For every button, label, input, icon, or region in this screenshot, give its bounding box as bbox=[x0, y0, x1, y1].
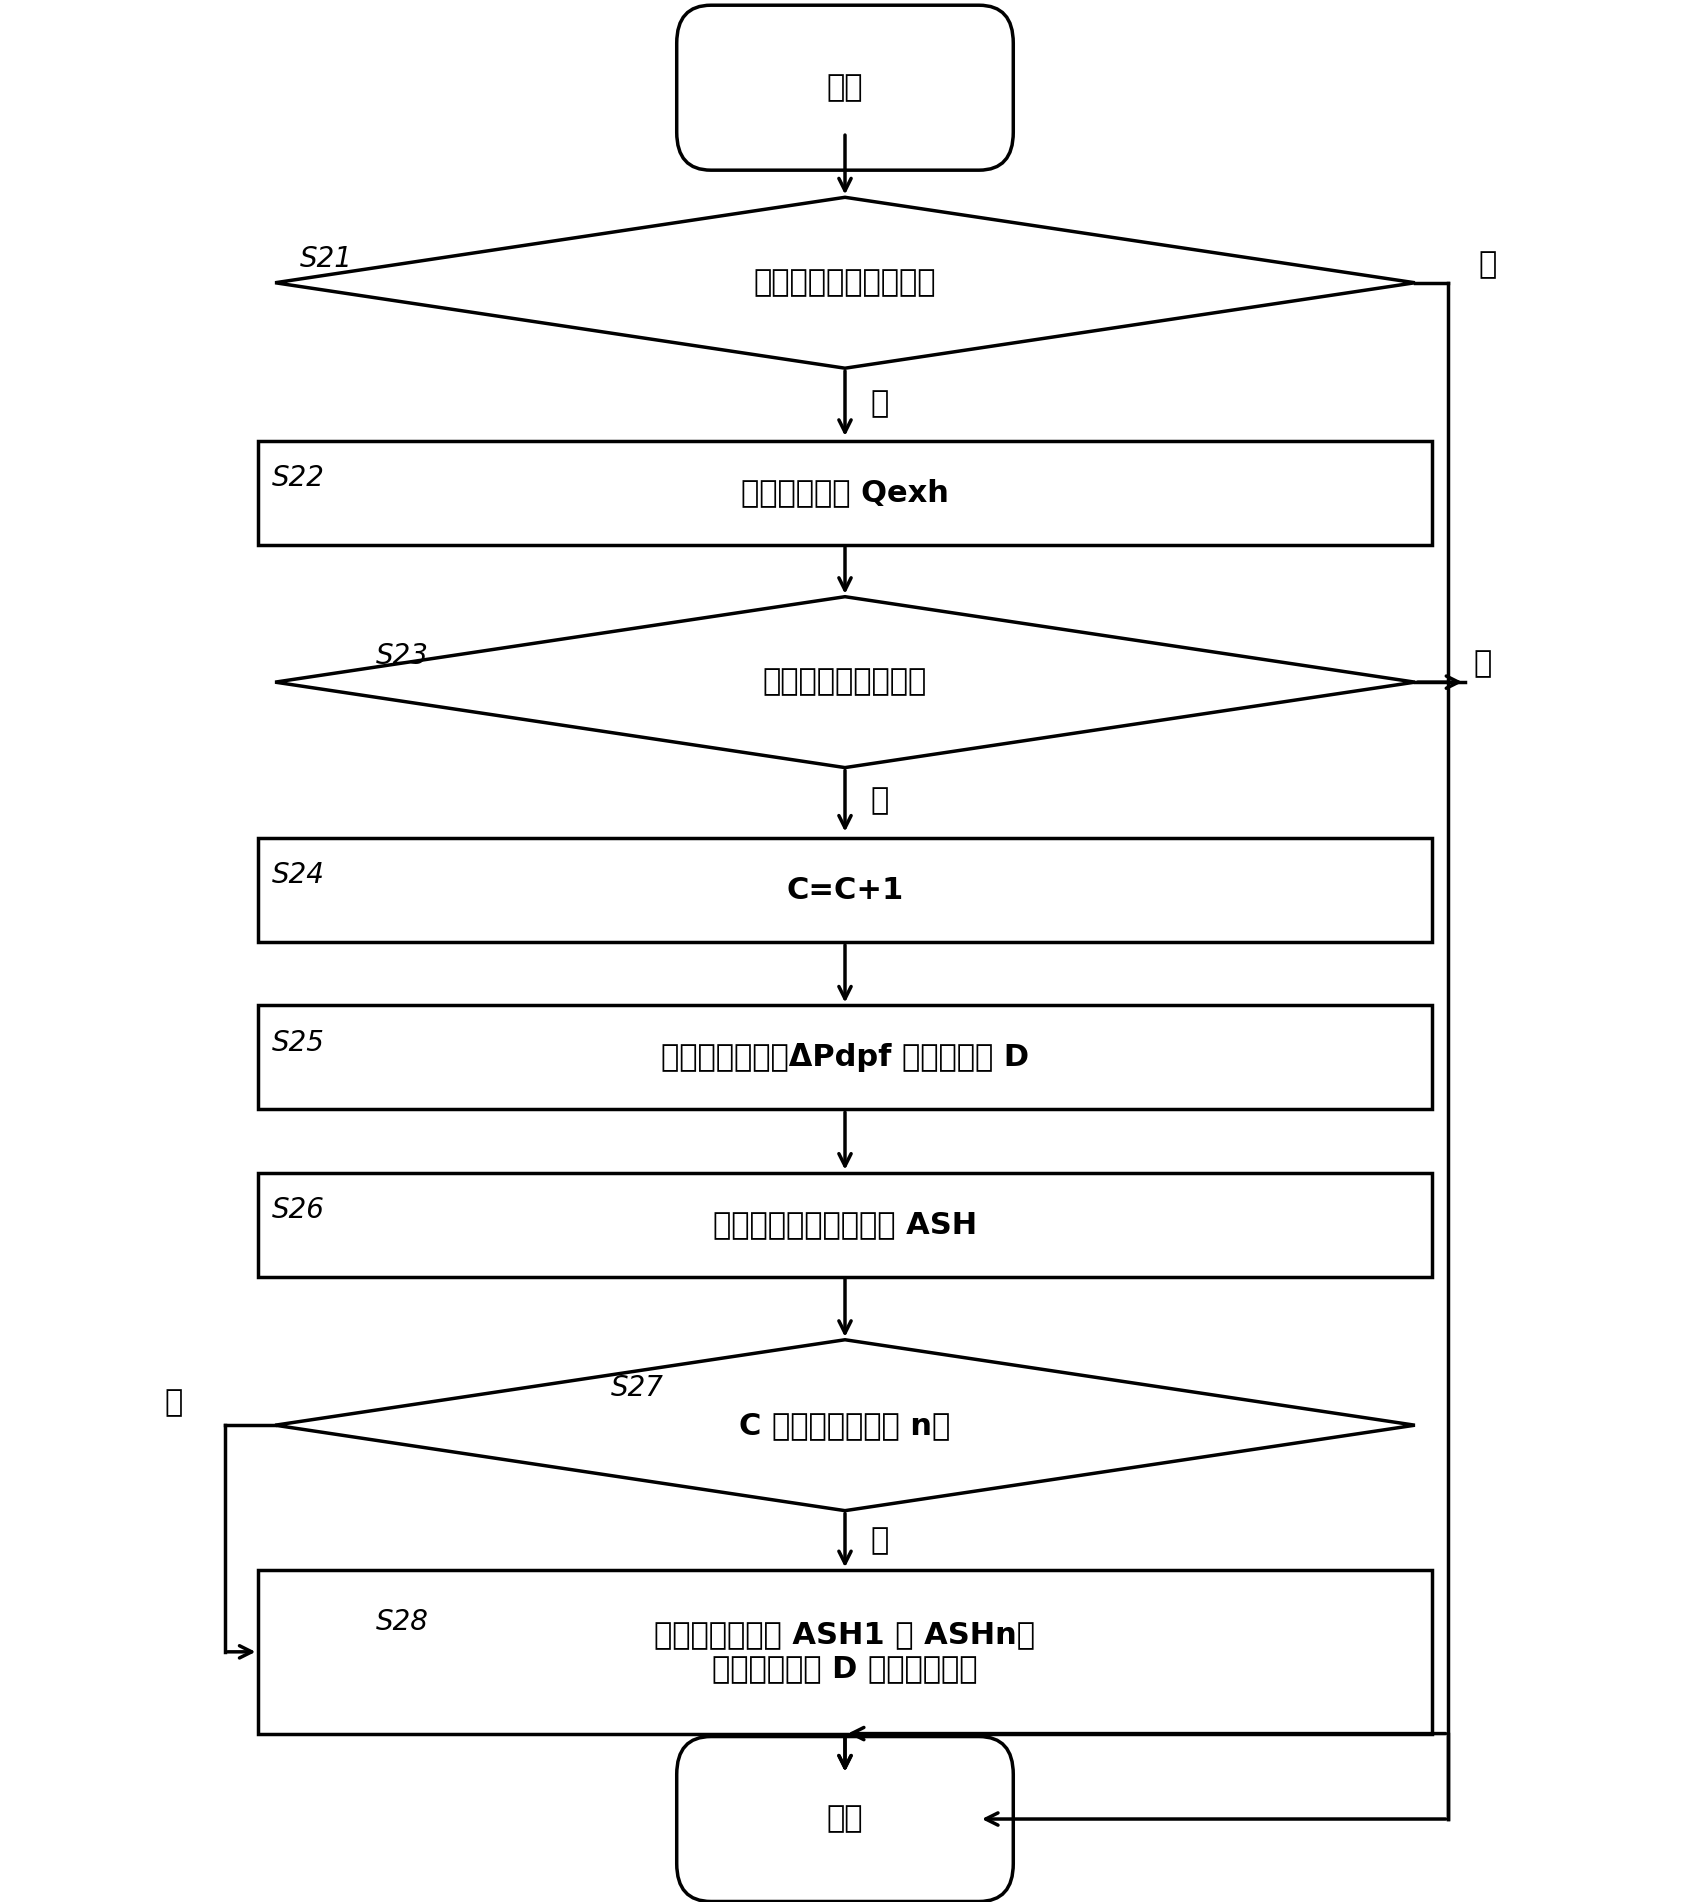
Polygon shape bbox=[275, 597, 1414, 768]
FancyBboxPatch shape bbox=[258, 839, 1431, 941]
Text: S23: S23 bbox=[375, 643, 429, 670]
Text: C=C+1: C=C+1 bbox=[785, 875, 904, 905]
Text: 是: 是 bbox=[870, 1525, 888, 1554]
Text: 是否刚刚在再生之后？: 是否刚刚在再生之后？ bbox=[753, 268, 936, 297]
Text: 用统计方法处理 ASH1 至 ASHn，
并关于英里数 D 而计算近似线: 用统计方法处理 ASH1 至 ASHn， 并关于英里数 D 而计算近似线 bbox=[654, 1621, 1035, 1683]
Polygon shape bbox=[275, 1339, 1414, 1510]
Text: 否: 否 bbox=[164, 1388, 182, 1417]
Text: S28: S28 bbox=[375, 1607, 429, 1636]
Text: 否: 否 bbox=[1478, 249, 1496, 280]
Text: S25: S25 bbox=[272, 1029, 324, 1056]
Text: 否: 否 bbox=[1473, 649, 1491, 679]
Text: C 是否达到预定値 n？: C 是否达到预定値 n？ bbox=[740, 1411, 951, 1440]
Text: S22: S22 bbox=[272, 464, 324, 493]
Text: S27: S27 bbox=[610, 1373, 662, 1402]
FancyBboxPatch shape bbox=[258, 1006, 1431, 1109]
Text: S21: S21 bbox=[301, 245, 353, 272]
FancyBboxPatch shape bbox=[676, 1737, 1013, 1902]
Text: 尾气流速是否足够？: 尾气流速是否足够？ bbox=[762, 668, 927, 696]
Text: 返回: 返回 bbox=[826, 1805, 863, 1834]
FancyBboxPatch shape bbox=[676, 6, 1013, 169]
Text: S26: S26 bbox=[272, 1196, 324, 1223]
Text: 是: 是 bbox=[870, 787, 888, 816]
FancyBboxPatch shape bbox=[258, 1569, 1431, 1733]
Text: 计算并存储灰分积聚量 ASH: 计算并存储灰分积聚量 ASH bbox=[713, 1210, 976, 1238]
FancyBboxPatch shape bbox=[258, 1172, 1431, 1276]
Polygon shape bbox=[275, 198, 1414, 369]
Text: 开始: 开始 bbox=[826, 72, 863, 103]
Text: S24: S24 bbox=[272, 862, 324, 890]
Text: 是: 是 bbox=[870, 390, 888, 418]
Text: 读出排气流速 Qexh: 读出排气流速 Qexh bbox=[740, 477, 949, 508]
FancyBboxPatch shape bbox=[258, 441, 1431, 544]
Text: 读出过滤器压差ΔPdpf 和行车里程 D: 读出过滤器压差ΔPdpf 和行车里程 D bbox=[660, 1042, 1029, 1073]
